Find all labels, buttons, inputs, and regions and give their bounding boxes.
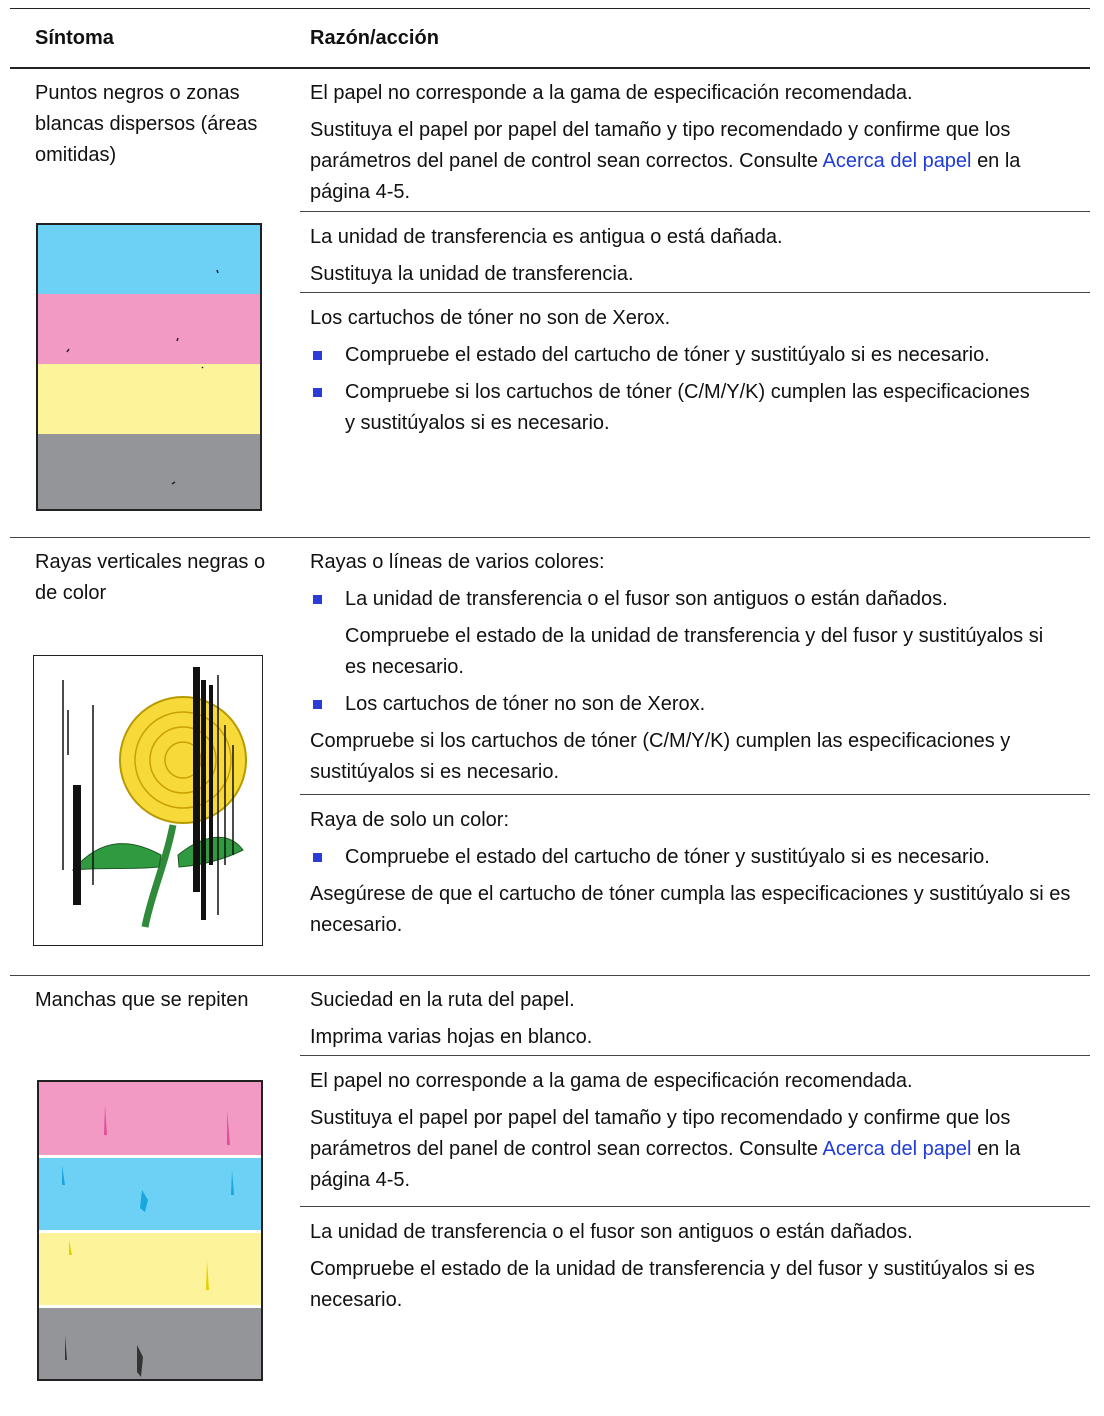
paragraph-text: La unidad de transferencia es antigua o … (310, 226, 783, 248)
bullet (313, 351, 322, 360)
bullet-text: La unidad de transferencia o el fusor so… (345, 588, 948, 610)
paragraph-text: en la página 4-5. (310, 1138, 1021, 1191)
sample-image (36, 223, 262, 511)
action-block: Raya de solo un color: Compruebe el estad… (300, 795, 1090, 975)
action-block: Rayas o líneas de varios colores: La unid… (300, 537, 1090, 795)
table-row: Rayas verticales negras o de color Rayas … (10, 537, 1090, 976)
paragraph-text: Rayas o líneas de varios colores: (310, 551, 605, 573)
bullet-text: Compruebe si los cartuchos de tóner (C/M… (345, 381, 1030, 434)
bullet (313, 853, 322, 862)
paragraph: Imprima varias hojas en blanco. (310, 1022, 1085, 1053)
bullet-text: Compruebe el estado del cartucho de tóne… (345, 846, 990, 868)
paragraph-text: Asegúrese de que el cartucho de tóner cu… (310, 883, 1071, 936)
bullet-text: Compruebe el estado del cartucho de tóne… (345, 344, 990, 366)
paragraph-text: Imprima varias hojas en blanco. (310, 1026, 593, 1048)
link[interactable]: Acerca del papel (822, 150, 972, 172)
paragraph: Sustituya el papel por papel del tamaño … (310, 115, 1085, 208)
paragraph-text: Raya de solo un color: (310, 809, 510, 831)
bullet (313, 388, 322, 397)
paragraph-text: Compruebe si los cartuchos de tóner (C/M… (310, 730, 1011, 783)
symptom: Manchas que se repiten (35, 989, 249, 1011)
bullet-item: Compruebe si los cartuchos de tóner (C/M… (310, 377, 1045, 439)
paragraph: Sustituya la unidad de transferencia. (310, 259, 1085, 290)
bullet-item: Compruebe el estado del cartucho de tóne… (310, 842, 1045, 873)
bullet-item: Los cartuchos de tóner no son de Xerox. (310, 689, 1045, 720)
action-block: La unidad de transferencia o el fusor so… (300, 1207, 1090, 1416)
paragraph: Raya de solo un color: (310, 805, 1085, 836)
paragraph-text: Sustituya la unidad de transferencia. (310, 263, 634, 285)
table-header: Síntoma Razón/acción (10, 8, 1090, 69)
paragraph: El papel no corresponde a la gama de esp… (310, 1066, 1085, 1097)
paragraph-text: El papel no corresponde a la gama de esp… (310, 1070, 913, 1092)
symptom: Puntos negros o zonas blancas dispersos … (35, 82, 258, 166)
bullet-item: La unidad de transferencia o el fusor so… (310, 584, 1045, 615)
symptom: Rayas verticales negras o de color (35, 551, 266, 604)
paragraph: Compruebe el estado de la unidad de tran… (310, 1254, 1085, 1316)
action-block: Suciedad en la ruta del papel. Imprima va… (300, 975, 1090, 1056)
paragraph: Rayas o líneas de varios colores: (310, 547, 1085, 578)
paragraph-text: Los cartuchos de tóner no son de Xerox. (310, 307, 671, 329)
paragraph: El papel no corresponde a la gama de esp… (310, 78, 1085, 109)
paragraph-text: en la página 4-5. (310, 150, 1021, 203)
paragraph: Sustituya el papel por papel del tamaño … (310, 1103, 1085, 1196)
sub-paragraph: Compruebe el estado de la unidad de tran… (345, 625, 1044, 678)
action-block: Los cartuchos de tóner no son de Xerox. C… (300, 293, 1090, 537)
paragraph-text: El papel no corresponde a la gama de esp… (310, 82, 913, 104)
action-block: La unidad de transferencia es antigua o … (300, 212, 1090, 293)
paragraph: Compruebe si los cartuchos de tóner (C/M… (310, 726, 1085, 788)
paragraph: Asegúrese de que el cartucho de tóner cu… (310, 879, 1085, 941)
paragraph: La unidad de transferencia o el fusor so… (310, 1217, 1085, 1248)
paragraph-text: Suciedad en la ruta del papel. (310, 989, 575, 1011)
action-block: El papel no corresponde a la gama de esp… (300, 68, 1090, 212)
bullet (313, 595, 322, 604)
table-row: Manchas que se repiten Suciedad en la rut… (10, 975, 1090, 1416)
header-symptom: Síntoma (35, 27, 114, 49)
table-row: Puntos negros o zonas blancas dispersos … (10, 68, 1090, 538)
paragraph: Suciedad en la ruta del papel. (310, 985, 1085, 1016)
link[interactable]: Acerca del papel (822, 1138, 972, 1160)
paragraph-text: La unidad de transferencia o el fusor so… (310, 1221, 913, 1243)
paragraph: La unidad de transferencia es antigua o … (310, 222, 1085, 253)
paragraph-text: Sustituya el papel por papel del tamaño … (310, 119, 1011, 172)
action-block: El papel no corresponde a la gama de esp… (300, 1056, 1090, 1207)
header-action: Razón/acción (310, 27, 439, 49)
bullet (313, 700, 322, 709)
sample-image (37, 1080, 263, 1381)
paragraph: Los cartuchos de tóner no son de Xerox. (310, 303, 1085, 334)
paragraph-text: Sustituya el papel por papel del tamaño … (310, 1107, 1011, 1160)
paragraph-text: Compruebe el estado de la unidad de tran… (310, 1258, 1035, 1311)
sample-image (33, 655, 263, 946)
bullet-item: Compruebe el estado del cartucho de tóne… (310, 340, 1045, 371)
bullet-text: Los cartuchos de tóner no son de Xerox. (345, 693, 706, 715)
